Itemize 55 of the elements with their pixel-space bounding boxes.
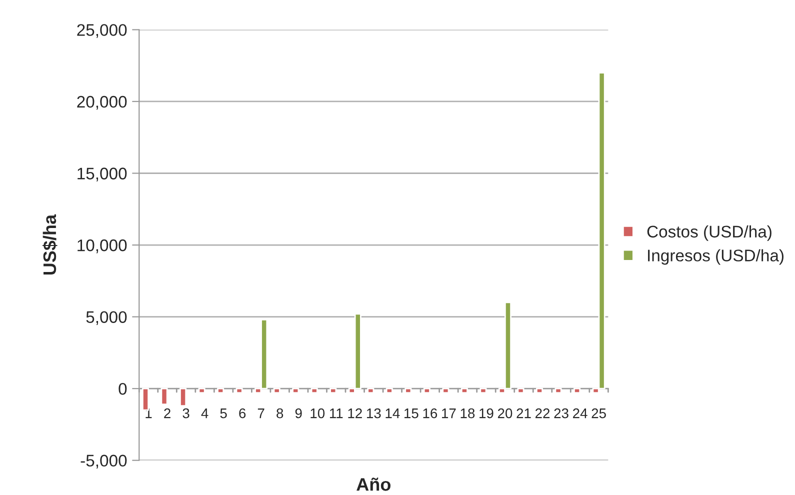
x-tick-label: 25	[592, 408, 606, 418]
x-tick-label: 4	[201, 408, 208, 418]
x-tick-label: 16	[423, 408, 438, 418]
x-tick-label: 3	[182, 408, 190, 418]
bar	[292, 388, 300, 394]
x-tick-label: 18	[460, 408, 475, 418]
bar	[423, 388, 430, 394]
bar	[480, 388, 487, 394]
x-tick-label: 24	[573, 408, 588, 418]
x-tick-label: 12	[348, 408, 362, 418]
bar	[517, 388, 524, 394]
bar	[236, 388, 243, 394]
x-tick-label: 9	[295, 408, 302, 418]
x-tick-label: 15	[404, 408, 418, 418]
x-tick-label: 22	[535, 408, 550, 418]
y-tick-label: 10,000	[78, 239, 127, 254]
y-tick-label: 25,000	[77, 24, 127, 38]
x-tick-label: 10	[310, 408, 325, 418]
y-tick-label: -5,000	[80, 454, 127, 469]
x-tick-label: 23	[554, 408, 568, 418]
y-axis-title: US$/ha	[42, 214, 58, 275]
legend-label: Ingresos (USD/ha)	[648, 249, 784, 265]
bar	[217, 388, 224, 394]
x-tick-label: 2	[164, 408, 170, 418]
bar	[160, 388, 168, 406]
y-tick-label: 5,000	[86, 311, 127, 325]
bar	[198, 388, 206, 394]
x-tick-label: 6	[239, 408, 246, 418]
x-tick-label: 7	[258, 408, 264, 418]
y-tick-label: 20,000	[77, 96, 127, 110]
x-tick-label: 13	[366, 408, 381, 418]
x-tick-label: 21	[516, 408, 531, 418]
bar	[330, 388, 337, 394]
bar	[460, 388, 468, 394]
bar	[404, 388, 412, 394]
x-tick-label: 20	[498, 408, 512, 418]
x-axis-title: Año	[356, 478, 390, 491]
bar	[386, 388, 393, 394]
bar	[574, 388, 581, 394]
x-tick-label: 14	[386, 408, 400, 418]
x-tick-label: 8	[276, 408, 284, 418]
legend-label: Costos (USD/ha)	[647, 225, 772, 241]
bar	[442, 388, 450, 394]
x-tick-label: 11	[330, 408, 343, 418]
bar	[180, 388, 187, 406]
bar	[367, 388, 374, 394]
y-tick-label: 15,000	[78, 168, 127, 182]
bar	[554, 388, 562, 394]
y-tick-label: 0	[118, 382, 127, 395]
bar	[273, 388, 280, 394]
x-tick-label: 19	[480, 408, 494, 418]
bar	[310, 388, 318, 394]
bar	[536, 388, 544, 394]
x-tick-label: 5	[220, 408, 227, 418]
x-tick-label: 17	[442, 408, 456, 418]
